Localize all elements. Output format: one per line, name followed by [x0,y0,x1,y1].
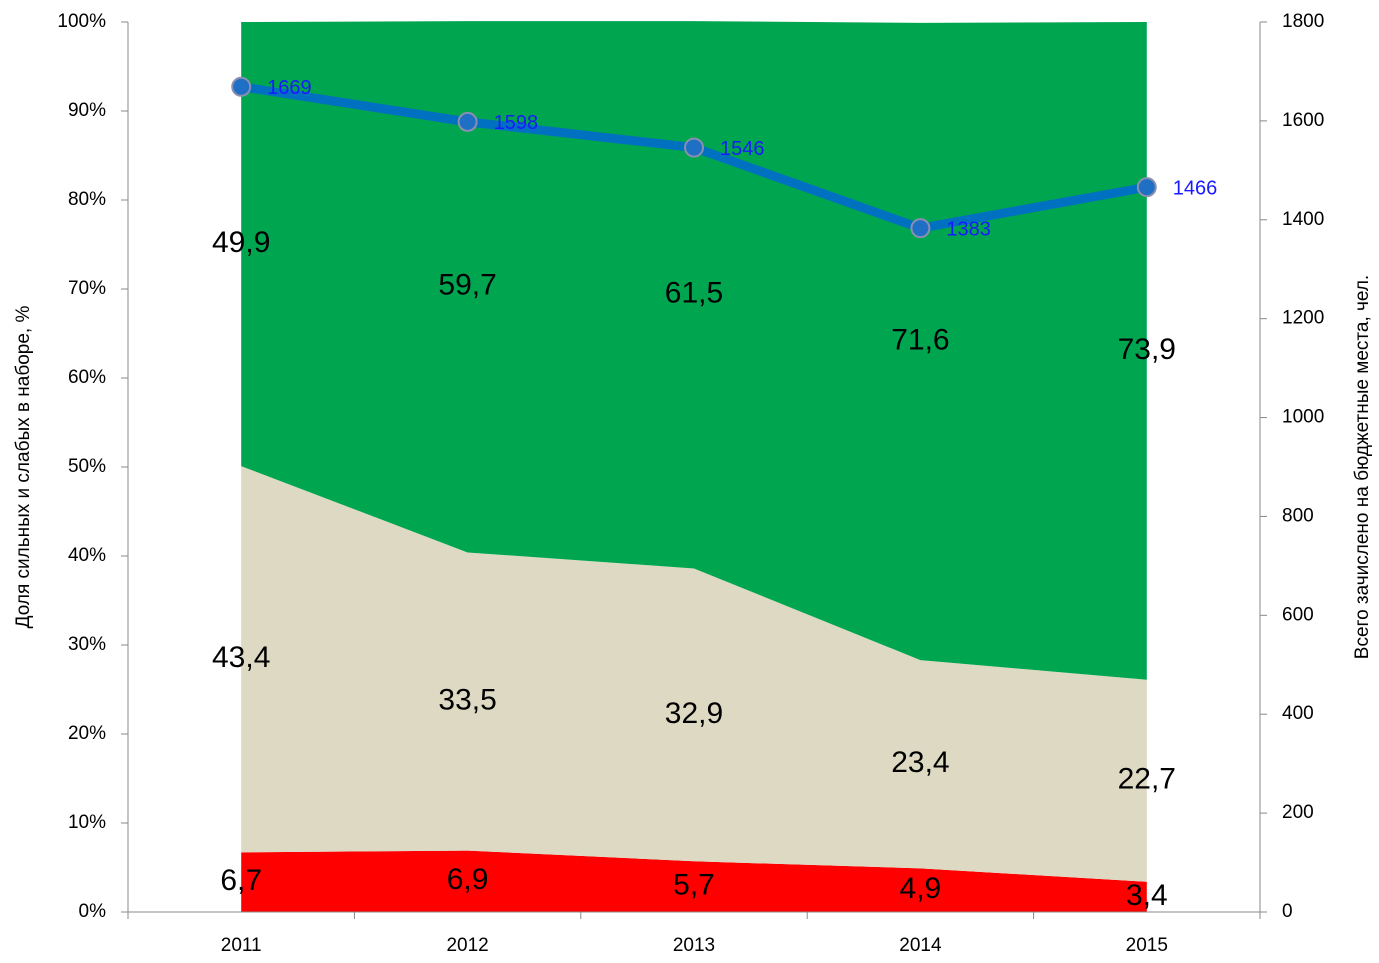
y-axis-title: Доля сильных и слабых в наборе, % [13,306,34,629]
y-tick-label: 0% [79,901,107,922]
y2-tick-label: 1000 [1282,407,1324,428]
y2-tick-label: 0 [1282,901,1293,922]
y2-tick-label: 1400 [1282,209,1324,230]
y2-axis-title: Всего зачислено на бюджетные места, чел. [1352,275,1373,659]
data-label: 61,5 [665,277,723,310]
data-label: 22,7 [1118,763,1176,796]
y-tick-label: 60% [68,367,106,388]
data-label: 32,9 [665,697,723,730]
x-tick-label: 2012 [446,935,488,956]
data-label: 5,7 [673,869,715,902]
data-label: 1546 [720,138,765,160]
y2-tick-label: 1200 [1282,308,1324,329]
data-label: 6,9 [447,863,489,896]
y-tick-label: 50% [68,456,106,477]
data-label: 1466 [1173,177,1218,199]
y2-tick-label: 1600 [1282,110,1324,131]
y2-tick-label: 200 [1282,802,1314,823]
data-label: 43,4 [212,641,270,674]
y-tick-label: 90% [68,100,106,121]
line-marker [231,76,252,97]
data-label: 73,9 [1118,333,1176,366]
x-tick-label: 2015 [1126,935,1168,956]
data-label: 4,9 [900,872,942,905]
y2-tick-label: 1800 [1282,11,1324,32]
y-tick-label: 80% [68,189,106,210]
data-label: 1669 [267,77,312,99]
area [241,850,1147,912]
y2-tick-label: 800 [1282,505,1314,526]
data-label: 23,4 [891,746,949,779]
y-tick-label: 100% [57,11,106,32]
x-tick-label: 2014 [899,935,942,956]
data-label: 6,7 [220,864,262,897]
line-marker [457,111,478,132]
x-tick-label: 2011 [221,935,262,956]
line-marker [1136,177,1157,198]
area [241,21,1147,680]
y-tick-label: 40% [68,545,106,566]
y2-tick-label: 600 [1282,604,1314,625]
x-tick-label: 2013 [673,935,715,956]
area [241,466,1147,882]
line-marker [910,218,931,239]
data-label: 1598 [494,112,538,134]
data-label: 1383 [946,218,991,240]
y-tick-label: 30% [68,634,106,655]
data-label: 33,5 [438,683,496,716]
y2-tick-label: 400 [1282,703,1314,724]
y-tick-label: 20% [68,723,106,744]
y-tick-label: 70% [68,278,106,299]
line-marker [684,137,704,158]
data-label: 71,6 [891,323,949,356]
y-tick-label: 10% [68,812,106,833]
data-label: 3,4 [1126,879,1168,912]
data-label: 59,7 [438,269,496,302]
data-label: 49,9 [212,226,270,259]
